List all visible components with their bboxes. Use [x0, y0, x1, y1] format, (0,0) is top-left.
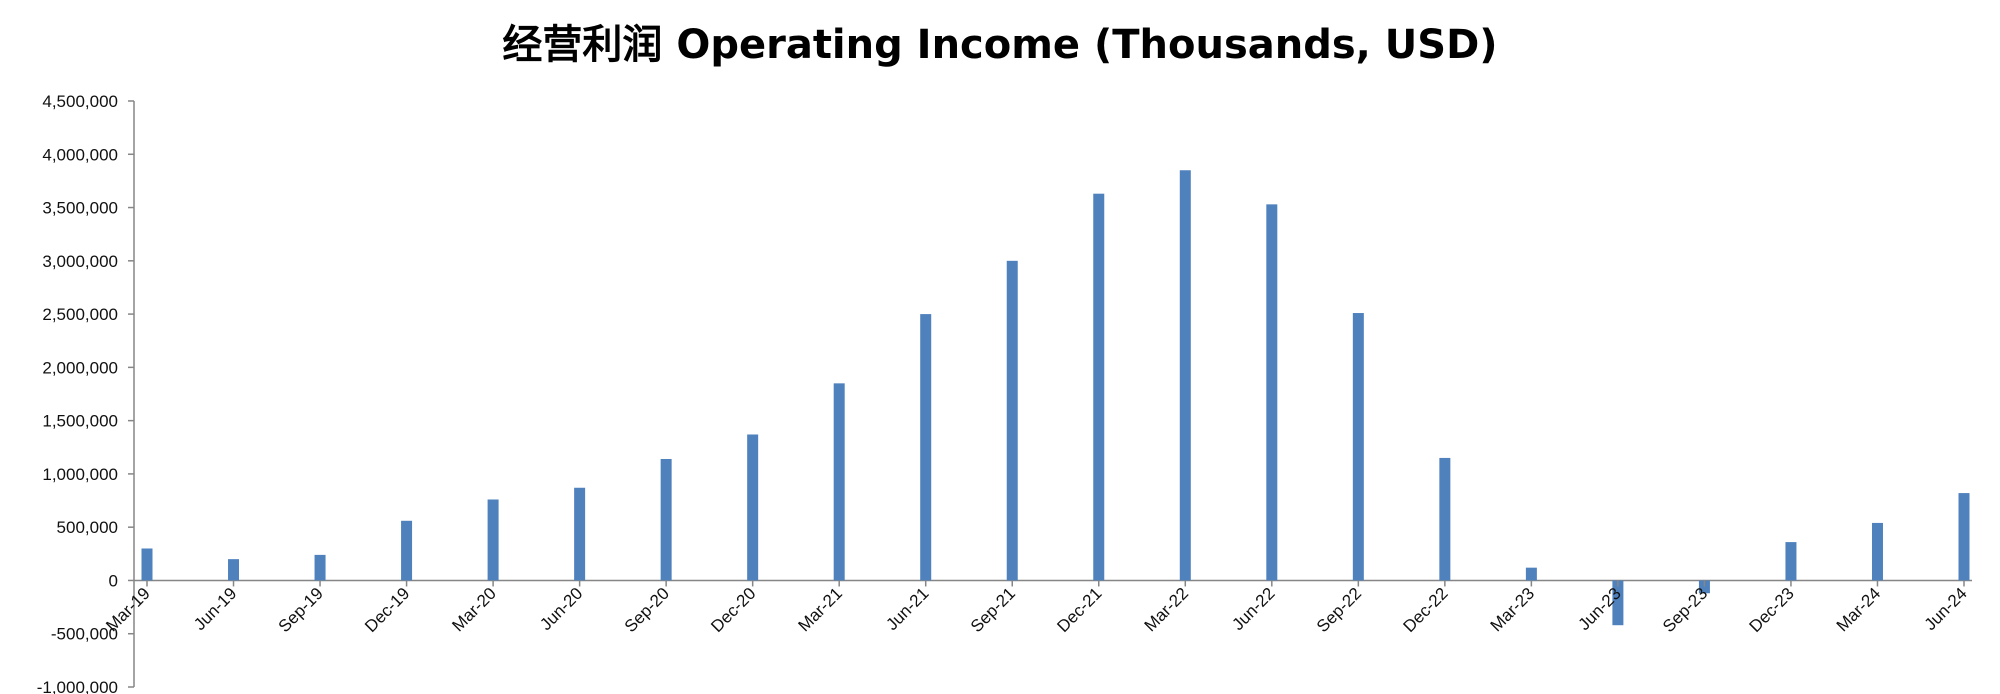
y-tick-label: -1,000,000 — [37, 678, 118, 694]
x-tick-label: Dec-19 — [361, 584, 413, 636]
bar — [1785, 542, 1797, 581]
bar — [1352, 313, 1364, 581]
y-tick-label: 2,500,000 — [42, 305, 118, 324]
y-tick-label: 3,000,000 — [42, 252, 118, 271]
x-tick-label: Mar-24 — [1833, 584, 1885, 636]
x-tick-label: Jun-20 — [536, 584, 586, 634]
y-tick-label: 3,500,000 — [42, 199, 118, 218]
x-tick-label: Mar-23 — [1487, 584, 1539, 636]
y-tick-label: 4,500,000 — [42, 92, 118, 111]
x-tick-label: Dec-22 — [1399, 584, 1451, 636]
bar — [574, 487, 586, 581]
x-tick-label: Mar-19 — [102, 584, 154, 636]
x-tick-label: Jun-21 — [882, 584, 932, 634]
y-tick-label: 0 — [109, 571, 118, 590]
bar — [747, 434, 759, 581]
y-tick-label: 1,500,000 — [42, 412, 118, 431]
bar — [314, 554, 326, 581]
bar — [487, 499, 499, 581]
x-tick-label: Mar-20 — [448, 584, 500, 636]
bar — [1871, 522, 1883, 581]
bar — [401, 520, 413, 581]
x-tick-label: Sep-22 — [1313, 584, 1365, 636]
bar — [228, 559, 240, 581]
bar — [141, 548, 153, 581]
x-tick-label: Sep-20 — [621, 584, 673, 636]
x-tick-label: Jun-22 — [1228, 584, 1278, 634]
x-tick-label: Sep-19 — [275, 584, 327, 636]
x-tick-label: Dec-20 — [707, 584, 759, 636]
chart-title: 经营利润 Operating Income (Thousands, USD) — [502, 22, 1498, 68]
bar — [1179, 170, 1191, 581]
bar — [1266, 204, 1278, 581]
bar — [1093, 193, 1105, 581]
x-tick-label: Jun-19 — [190, 584, 240, 634]
x-tick-label: Mar-21 — [794, 584, 846, 636]
y-tick-label: 1,000,000 — [42, 465, 118, 484]
bar — [1958, 493, 1970, 581]
bar — [660, 458, 672, 581]
x-tick-label: Jun-24 — [1921, 584, 1971, 634]
bar — [1439, 457, 1451, 581]
x-tick-label: Dec-23 — [1746, 584, 1798, 636]
y-tick-label: 4,000,000 — [42, 145, 118, 164]
bar — [1525, 567, 1537, 581]
y-tick-label: 2,000,000 — [42, 358, 118, 377]
bar — [920, 314, 932, 581]
y-tick-label: -500,000 — [51, 625, 118, 644]
bar — [1698, 580, 1710, 594]
x-tick-label: Sep-21 — [967, 584, 1019, 636]
bar — [1006, 260, 1018, 581]
y-tick-label: 500,000 — [57, 518, 118, 537]
x-tick-label: Dec-21 — [1053, 584, 1105, 636]
x-tick-label: Sep-23 — [1659, 584, 1711, 636]
bar — [833, 383, 845, 581]
bar — [1612, 580, 1624, 626]
x-tick-label: Mar-22 — [1141, 584, 1193, 636]
